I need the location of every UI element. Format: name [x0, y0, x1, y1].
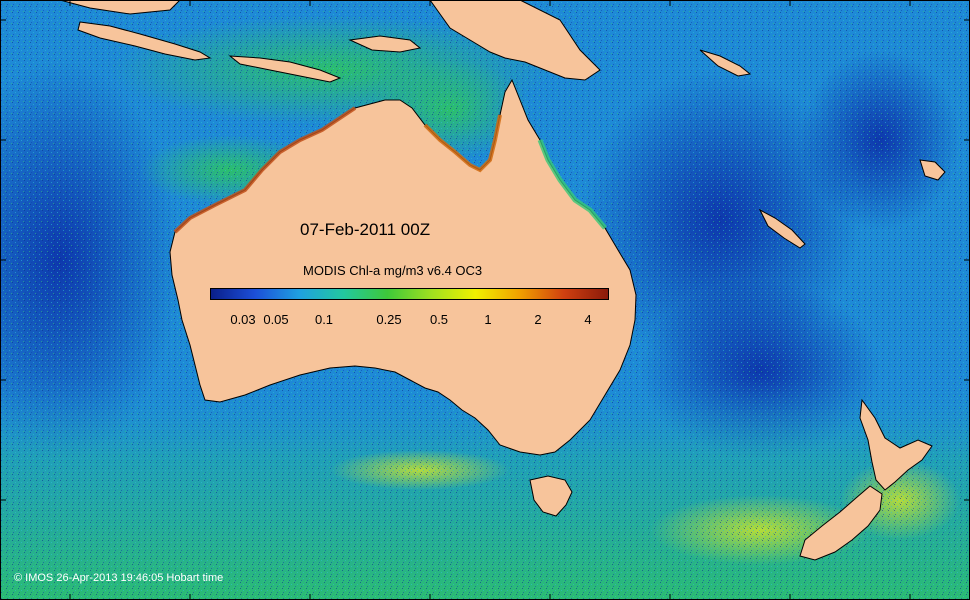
coastal-rim-nw [173, 106, 357, 234]
new-guinea-land [429, 0, 601, 81]
australia-land [169, 78, 637, 456]
date-label: 07-Feb-2011 00Z [300, 220, 431, 239]
colorbar-tick-0-1: 0.1 [314, 312, 334, 327]
colorbar-tick-0-05: 0.05 [263, 312, 289, 327]
nz-south-island [799, 485, 883, 561]
tasmania-land [529, 475, 573, 517]
coastal-rim-north [423, 114, 502, 173]
lesser-sunda-islands [228, 55, 342, 83]
colorbar [210, 288, 609, 300]
colorbar-tick-0-25: 0.25 [376, 312, 402, 327]
colorbar-tick-1: 1 [484, 312, 492, 327]
java-island [77, 21, 212, 61]
solomon-islands [699, 49, 752, 77]
colorbar-tick-0-03: 0.03 [230, 312, 256, 327]
credit-text: © IMOS 26-Apr-2013 19:46:05 Hobart time [14, 572, 224, 584]
new-caledonia-land [758, 208, 806, 249]
timor-island [348, 35, 422, 53]
fiji-islands [919, 159, 946, 181]
colorbar-tick-0-5: 0.5 [429, 312, 449, 327]
borneo-tip [59, 0, 181, 15]
colorbar-title: MODIS Chl-a mg/m3 v6.4 OC3 [303, 263, 483, 278]
coastal-rim-east [537, 139, 607, 230]
colorbar-tick-2: 2 [534, 312, 542, 327]
nz-north-island [859, 398, 933, 491]
colorbar-tick-4: 4 [584, 312, 592, 327]
